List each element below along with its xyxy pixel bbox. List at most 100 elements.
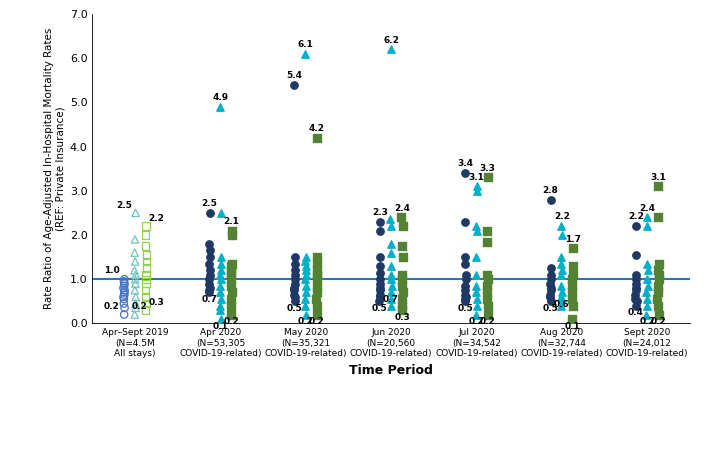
Point (653, 282, 664, 290)
Point (215, 302, 226, 310)
Point (482, 174, 493, 181)
Point (460, 286, 471, 294)
Point (641, 295, 653, 303)
Point (545, 284, 557, 292)
Point (215, 315, 227, 322)
Point (119, 291, 130, 298)
Point (641, 222, 653, 230)
Point (226, 227, 237, 234)
Point (289, 280, 301, 287)
Point (118, 284, 129, 292)
Point (300, 267, 311, 274)
Point (129, 275, 141, 283)
Point (203, 280, 215, 287)
Text: 4.9: 4.9 (213, 93, 228, 102)
Point (631, 271, 642, 279)
Point (545, 291, 556, 298)
Point (397, 302, 408, 310)
Point (140, 271, 151, 279)
Point (289, 298, 300, 305)
Point (203, 240, 215, 248)
Point (311, 295, 322, 303)
Text: 0.1: 0.1 (565, 322, 581, 331)
Point (311, 289, 322, 296)
Point (375, 286, 386, 294)
Text: 2.2: 2.2 (628, 213, 644, 221)
Point (129, 280, 141, 287)
Point (460, 298, 471, 305)
Point (300, 289, 311, 296)
Point (130, 271, 141, 279)
Point (215, 271, 226, 279)
Text: 1.7: 1.7 (565, 235, 581, 243)
Point (141, 264, 152, 272)
Point (482, 275, 493, 283)
Point (130, 293, 141, 301)
Point (215, 295, 226, 303)
Point (119, 289, 130, 296)
Text: 4.2: 4.2 (309, 124, 325, 133)
Point (204, 247, 215, 254)
Point (311, 311, 323, 318)
Point (385, 249, 396, 256)
Point (545, 275, 556, 283)
Point (311, 275, 323, 283)
Point (118, 295, 129, 303)
Point (374, 227, 385, 234)
Point (374, 218, 385, 225)
Point (641, 275, 653, 283)
Point (141, 258, 152, 265)
Point (215, 253, 226, 261)
Point (630, 291, 641, 298)
Point (641, 311, 652, 318)
Point (311, 260, 322, 267)
X-axis label: Time Period: Time Period (349, 364, 433, 377)
Point (140, 275, 151, 283)
Point (215, 275, 226, 283)
Point (226, 231, 237, 239)
Point (140, 306, 151, 314)
Point (631, 251, 642, 259)
Text: 0.2: 0.2 (469, 317, 484, 326)
Point (460, 271, 471, 279)
Point (459, 253, 471, 261)
Y-axis label: Rate Ratio of Age-Adjusted In-Hospital Mortality Rates
(REF: Private Insurance): Rate Ratio of Age-Adjusted In-Hospital M… (44, 28, 65, 310)
Point (545, 298, 557, 305)
Point (545, 280, 556, 287)
Point (375, 269, 386, 276)
Point (397, 222, 408, 230)
Point (545, 196, 557, 203)
Point (289, 267, 301, 274)
Point (225, 267, 237, 274)
Point (396, 306, 407, 314)
Point (459, 295, 471, 303)
Point (129, 311, 140, 318)
Point (545, 293, 556, 301)
Point (631, 284, 642, 292)
Point (567, 271, 579, 279)
Text: 3.4: 3.4 (457, 159, 474, 169)
Point (471, 289, 482, 296)
Text: 0.2: 0.2 (309, 317, 325, 326)
Point (300, 275, 311, 283)
Text: 0.5: 0.5 (372, 304, 387, 313)
Point (301, 311, 312, 318)
Point (215, 260, 226, 267)
Point (482, 238, 493, 245)
Point (396, 213, 407, 221)
Point (385, 262, 396, 270)
Point (311, 271, 323, 279)
Point (375, 291, 386, 298)
Point (481, 282, 493, 290)
Point (641, 260, 653, 267)
Point (470, 271, 481, 279)
Point (471, 295, 483, 303)
Point (555, 282, 567, 290)
Point (300, 282, 311, 290)
Point (385, 295, 397, 303)
Point (482, 311, 493, 318)
Point (385, 46, 397, 53)
Point (545, 286, 557, 294)
Text: 2.2: 2.2 (149, 214, 165, 223)
Text: 2.4: 2.4 (639, 204, 655, 213)
